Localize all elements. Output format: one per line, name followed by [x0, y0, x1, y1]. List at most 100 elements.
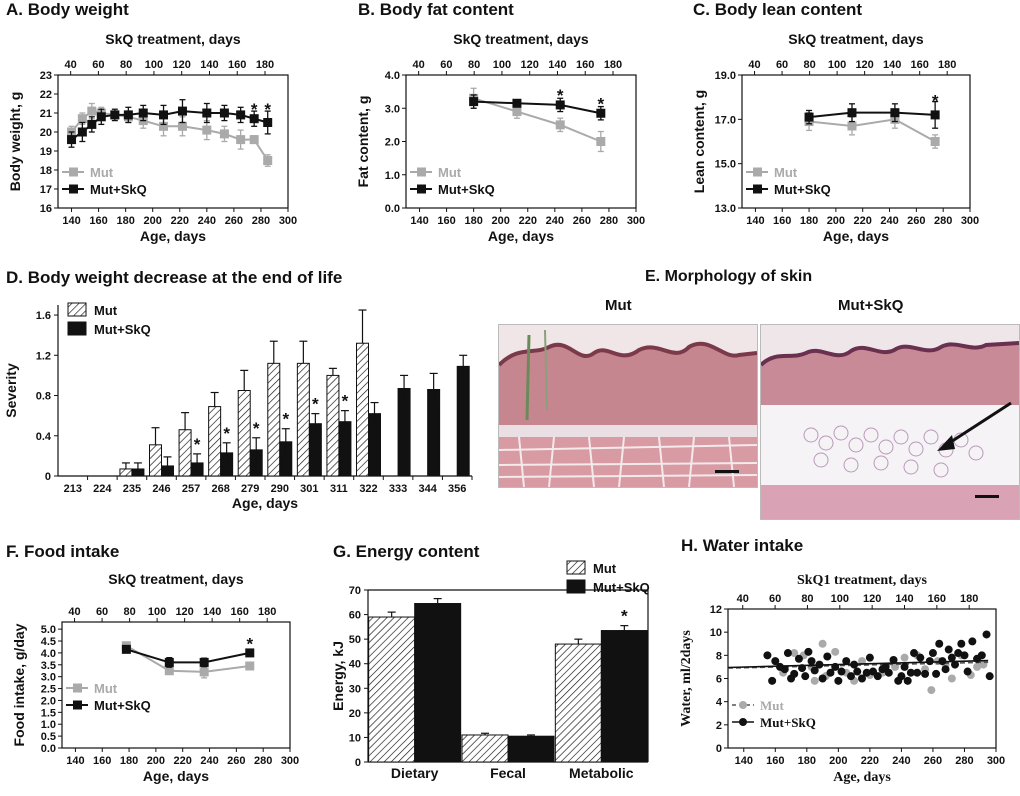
top-tick-label: 160 [230, 606, 248, 618]
legend-marker [417, 167, 426, 177]
x-tick-label: 260 [907, 215, 925, 227]
scatter-point [865, 653, 874, 662]
y-tick-label: 2.5 [41, 684, 56, 696]
top-tick-label: 180 [938, 59, 956, 71]
x-category-label: 224 [93, 483, 112, 495]
x-category-label: 301 [300, 483, 318, 495]
scatter-point [973, 662, 982, 671]
y-axis-label: Severity [3, 363, 19, 418]
legend-marker [739, 701, 747, 709]
histology-image-mut [498, 324, 758, 488]
legend-label: Mut+SkQ [774, 182, 831, 197]
x-tick-label: 180 [464, 215, 482, 227]
data-point [121, 644, 131, 654]
data-point [159, 110, 169, 120]
x-tick-label: 140 [746, 215, 764, 227]
y-tick-label: 22 [40, 89, 52, 101]
scatter-point [853, 667, 862, 676]
histology-drawing-mutskq [761, 325, 1019, 519]
data-point [202, 125, 212, 135]
significance-star: * [264, 100, 271, 119]
scatter-point [804, 647, 813, 656]
data-point [236, 110, 246, 120]
y-tick-label: 3.0 [41, 672, 56, 684]
significance-star: * [282, 410, 289, 429]
top-tick-label: 100 [831, 593, 849, 605]
scatter-point [932, 669, 941, 678]
chart-f: F. Food intake 140 160 180 200 220 240 260 280 30… [6, 542, 299, 784]
scatter-point [783, 649, 792, 658]
y-tick-label: 1.6 [36, 310, 51, 322]
data-point [249, 114, 259, 124]
x-category-label: 246 [152, 483, 170, 495]
y-tick-label: 17.0 [715, 114, 736, 126]
scatter-point [916, 653, 925, 662]
scatter-point [818, 639, 827, 648]
x-tick-label: 260 [573, 215, 591, 227]
top-axis-label: SkQ treatment, days [453, 31, 589, 47]
legend-marker [417, 184, 426, 194]
y-tick-label: 20 [349, 708, 361, 720]
data-point [804, 112, 814, 122]
scatter-point [763, 651, 772, 660]
significance-star: * [246, 634, 253, 653]
data-point [202, 108, 212, 118]
scatter-point [858, 674, 866, 683]
y-tick-label: 2 [716, 720, 722, 732]
significance-star: * [312, 395, 319, 414]
scatter-point [807, 657, 816, 666]
top-tick-label: 60 [769, 593, 781, 605]
top-tick-label: 100 [145, 59, 163, 71]
bar [507, 735, 555, 763]
scatter-point [951, 660, 960, 669]
x-tick-label: 240 [200, 755, 218, 767]
y-tick-label: 0.0 [385, 203, 400, 215]
scatter-point [790, 649, 799, 658]
x-axis-label: Age, days [823, 228, 889, 244]
scatter-point [790, 669, 799, 678]
bar [178, 429, 192, 477]
y-axis-label: Lean content, g [691, 90, 707, 193]
data-point [512, 98, 522, 108]
x-category-label: 311 [330, 483, 348, 495]
bar [208, 406, 222, 477]
scatter-point [985, 672, 994, 681]
top-tick-label: 160 [928, 593, 946, 605]
data-point [87, 106, 97, 116]
y-tick-label: 1.0 [41, 719, 56, 731]
bar [461, 734, 509, 763]
legend-marker [69, 184, 78, 194]
scatter-point [957, 639, 966, 648]
data-point [138, 108, 148, 118]
top-tick-label: 160 [228, 59, 246, 71]
bar [149, 444, 162, 477]
top-tick-label: 80 [803, 59, 815, 71]
bar [414, 603, 462, 763]
x-category-label: Metabolic [569, 765, 634, 781]
x-tick-label: 220 [854, 215, 872, 227]
x-tick-label: 280 [955, 755, 973, 767]
x-tick-label: 220 [861, 755, 879, 767]
x-tick-label: 140 [66, 755, 84, 767]
legend-label: Mut [760, 698, 785, 713]
y-axis-label: Body weight, g [7, 92, 23, 192]
scatter-point [927, 686, 936, 695]
y-tick-label: 3.0 [385, 103, 400, 115]
scatter-point [947, 674, 956, 683]
top-tick-label: 180 [258, 606, 276, 618]
y-tick-label: 4.5 [41, 636, 56, 648]
significance-star: * [598, 94, 605, 113]
top-tick-label: 120 [175, 606, 193, 618]
top-tick-label: 140 [895, 593, 913, 605]
scatter-point [889, 655, 898, 664]
scatter-point [960, 651, 969, 660]
top-tick-label: 60 [440, 59, 452, 71]
y-tick-label: 1.0 [385, 170, 400, 182]
y-tick-label: 5.0 [41, 624, 56, 636]
y-tick-label: 18 [40, 165, 52, 177]
scatter-point [935, 639, 944, 648]
x-axis-label: Age, days [232, 495, 298, 511]
x-tick-label: 180 [116, 215, 134, 227]
y-tick-label: 23 [40, 70, 52, 82]
x-tick-label: 180 [120, 755, 138, 767]
